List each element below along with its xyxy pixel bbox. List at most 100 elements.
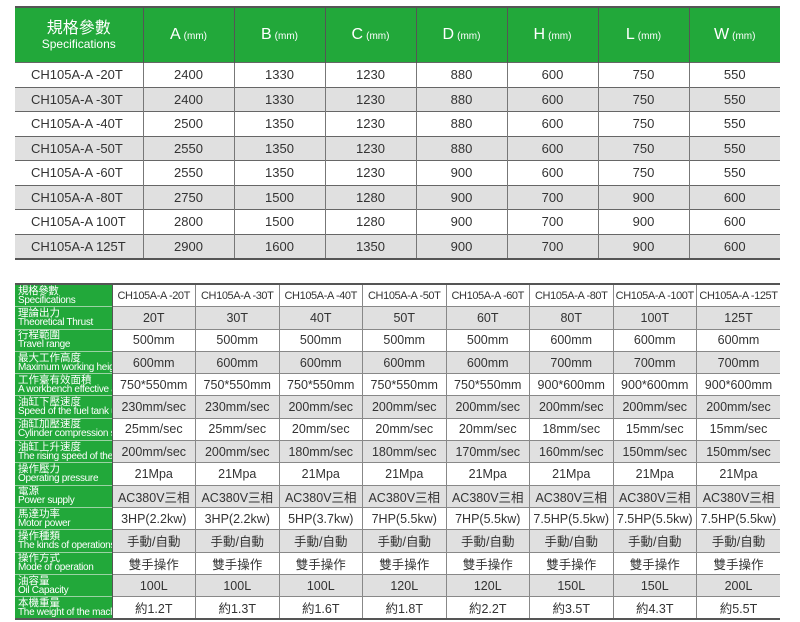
column-letter: D	[442, 26, 455, 43]
value-cell: 900*600mm	[529, 373, 614, 396]
value-cell: 手動/自動	[362, 529, 447, 553]
table-row: CH105A-A -60T 2550 1350 1230 900 600 750 550	[15, 160, 780, 185]
model-cell: CH105A-A -40T	[279, 283, 363, 307]
value-cell: 200mm/sec	[195, 440, 280, 463]
value-cell: 550	[689, 62, 780, 87]
value-cell: 1350	[234, 160, 326, 185]
value-cell: 21Mpa	[362, 462, 447, 486]
value-cell: 7HP(5.5kw)	[446, 506, 530, 530]
row-label-en: Operating pressure	[18, 473, 99, 485]
row-label-en: Maximum working height	[18, 361, 112, 373]
value-cell: 550	[689, 160, 780, 185]
value-cell: 880	[416, 62, 508, 87]
column-unit: (mm)	[732, 31, 756, 42]
value-cell: 700mm	[529, 350, 614, 374]
value-cell: 7.5HP(5.5kw)	[696, 506, 780, 530]
table-row: 理論出力 Theoretical Thrust 20T 30T 40T 50T 60T 80T…	[15, 306, 780, 330]
value-cell: 750	[598, 111, 690, 136]
value-cell: AC380V三相	[613, 484, 697, 508]
value-cell: 1330	[234, 86, 326, 112]
value-cell: 18mm/sec	[529, 417, 614, 441]
value-cell: 750*550mm	[195, 373, 280, 396]
row-label-en: The rising speed of the cylinder	[18, 450, 112, 462]
value-cell: 750	[598, 135, 690, 161]
value-cell: 1500	[234, 184, 326, 210]
value-cell: 600mm	[529, 328, 614, 352]
value-cell: 21Mpa	[195, 462, 280, 486]
value-cell: 1230	[325, 86, 417, 112]
value-cell: 150mm/sec	[613, 440, 697, 463]
row-label-en: Theoretical Thrust	[18, 316, 94, 328]
value-cell: 約4.3T	[613, 596, 697, 620]
value-cell: 150L	[613, 573, 697, 597]
value-cell: 100L	[195, 573, 280, 597]
row-label: 操作種類 The kinds of operations	[15, 529, 113, 553]
model-cell: CH105A-A -30T	[195, 283, 280, 307]
value-cell: 15mm/sec	[613, 417, 697, 441]
row-label-en: Power supply	[18, 495, 75, 507]
model-cell: CH105A-A -60T	[15, 160, 144, 185]
row-label: 理論出力 Theoretical Thrust	[15, 306, 113, 330]
table-row: CH105A-A -50T 2550 1350 1230 880 600 750 550	[15, 135, 780, 161]
row-label-zh: 操作壓力	[18, 463, 60, 476]
value-cell: 900	[416, 184, 508, 210]
value-cell: 180mm/sec	[279, 440, 363, 463]
value-cell: 7.5HP(5.5kw)	[613, 506, 697, 530]
column-unit: (mm)	[548, 31, 572, 42]
model-cell: CH105A-A -80T	[529, 283, 614, 307]
row-label-zh: 油容量	[18, 574, 50, 587]
model-cell: CH105A-A -30T	[15, 86, 144, 112]
value-cell: 750*550mm	[112, 373, 196, 396]
value-cell: 雙手操作	[613, 551, 697, 575]
row-label-en: Oil Capacity	[18, 584, 69, 596]
spec-header-zh: 規格參數	[46, 19, 111, 37]
model-cell: CH105A-A -80T	[15, 184, 144, 210]
value-cell: 120L	[362, 573, 447, 597]
table-row: 操作種類 The kinds of operations 手動/自動 手動/自動 手動/…	[15, 529, 780, 553]
value-cell: 手動/自動	[613, 529, 697, 553]
value-cell: 750*550mm	[362, 373, 447, 396]
row-label-en: Mode of operation	[18, 562, 94, 574]
value-cell: 15mm/sec	[696, 417, 780, 441]
value-cell: 700	[507, 184, 599, 210]
value-cell: 30T	[195, 306, 280, 330]
value-cell: 700mm	[696, 350, 780, 374]
value-cell: 200mm/sec	[529, 395, 614, 419]
value-cell: 600	[507, 135, 599, 161]
value-cell: 21Mpa	[613, 462, 697, 486]
value-cell: 21Mpa	[279, 462, 363, 486]
specifications-table: 規格參數 Specifications CH105A-A -20T CH105A-A …	[15, 283, 780, 621]
value-cell: 20T	[112, 306, 196, 330]
value-cell: 1600	[234, 233, 326, 259]
value-cell: 600	[689, 209, 780, 234]
value-cell: AC380V三相	[446, 484, 530, 508]
value-cell: 40T	[279, 306, 363, 330]
value-cell: AC380V三相	[195, 484, 280, 508]
value-cell: 600	[689, 184, 780, 210]
value-cell: 900*600mm	[613, 373, 697, 396]
value-cell: 手動/自動	[279, 529, 363, 553]
row-label: 行程範圍 Travel range	[15, 328, 113, 352]
table-row: 操作方式 Mode of operation 雙手操作 雙手操作 雙手操作 雙手操作 雙手操…	[15, 551, 780, 575]
row-label-zh: 馬達功率	[18, 507, 60, 520]
value-cell: 700mm	[613, 350, 697, 374]
value-cell: 25mm/sec	[195, 417, 280, 441]
column-header-l: L (mm)	[598, 7, 690, 63]
table-row: 最大工作高度 Maximum working height 600mm 600mm 60…	[15, 350, 780, 374]
value-cell: 200mm/sec	[613, 395, 697, 419]
column-header-b: B (mm)	[234, 7, 326, 63]
value-cell: 1230	[325, 135, 417, 161]
value-cell: 1230	[325, 111, 417, 136]
column-unit: (mm)	[274, 31, 298, 42]
model-cell: CH105A-A -100T	[613, 283, 697, 307]
table-row: 電源 Power supply AC380V三相 AC380V三相 AC380V三相 AC…	[15, 484, 780, 508]
value-cell: 550	[689, 86, 780, 112]
value-cell: 500mm	[362, 328, 447, 352]
column-letter: B	[261, 26, 272, 43]
value-cell: 125T	[696, 306, 780, 330]
column-unit: (mm)	[637, 31, 662, 42]
column-header-d: D (mm)	[416, 7, 508, 63]
table-row: CH105A-A -20T 2400 1330 1230 880 600 750 550	[15, 62, 780, 87]
